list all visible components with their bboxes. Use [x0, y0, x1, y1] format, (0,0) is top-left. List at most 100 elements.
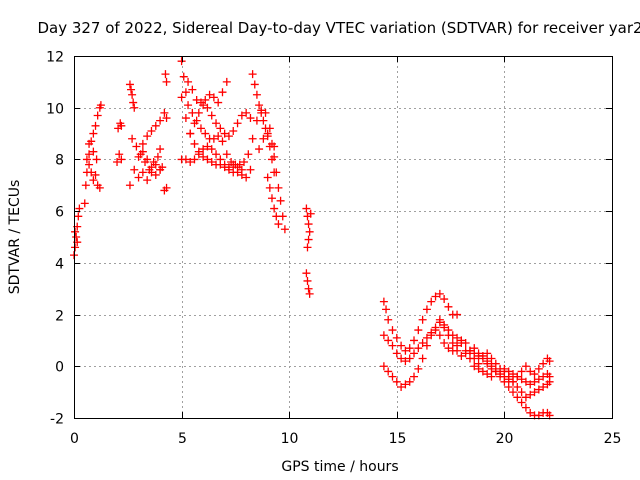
data-point [218, 137, 227, 146]
data-point [190, 119, 199, 128]
data-point [72, 233, 81, 241]
data-point [205, 90, 214, 99]
data-point [388, 326, 397, 335]
data-point [478, 367, 487, 376]
data-point [427, 297, 436, 306]
data-point [250, 80, 259, 89]
data-point [487, 372, 496, 381]
data-point [222, 150, 231, 159]
data-point [199, 101, 208, 110]
data-point [248, 134, 257, 143]
data-point [248, 70, 257, 79]
data-point [92, 155, 101, 164]
data-point [276, 196, 285, 205]
data-point [186, 158, 195, 167]
data-point [435, 289, 444, 298]
data-point [397, 382, 406, 391]
data-point [410, 372, 419, 381]
data-point [74, 212, 83, 221]
data-point [161, 70, 170, 79]
data-point [444, 331, 453, 340]
data-point [156, 116, 165, 125]
data-point [80, 199, 89, 208]
data-point [267, 194, 276, 203]
data-point [504, 367, 513, 376]
series-arc-20 [302, 269, 314, 298]
data-point [379, 331, 388, 340]
data-point [435, 315, 444, 324]
series-arc-8 [134, 165, 165, 185]
data-point [509, 370, 518, 379]
data-point [212, 150, 221, 159]
data-point [304, 220, 313, 229]
data-point [138, 168, 147, 177]
data-point [483, 349, 492, 358]
data-point [470, 344, 479, 353]
data-point [280, 225, 289, 234]
data-point [203, 103, 212, 112]
x-tick-label: 25 [604, 431, 622, 447]
data-point [214, 132, 223, 141]
data-point [545, 372, 554, 381]
data-point [521, 393, 530, 402]
data-point [81, 181, 90, 190]
data-points [70, 57, 554, 420]
data-point [530, 370, 539, 379]
data-point [194, 108, 203, 117]
data-point [82, 155, 91, 164]
series-arc-16 [248, 70, 279, 177]
data-point [85, 139, 94, 148]
data-point [93, 111, 102, 120]
data-point [203, 155, 212, 164]
data-point [143, 132, 152, 141]
data-point [95, 183, 104, 192]
data-point [209, 134, 218, 143]
data-point [270, 152, 279, 161]
data-point [127, 85, 136, 94]
data-point [274, 220, 283, 229]
data-point [513, 372, 522, 381]
data-point [89, 147, 98, 156]
data-point [431, 323, 440, 332]
data-point [504, 382, 513, 391]
data-point [188, 85, 197, 94]
data-point [181, 88, 190, 97]
data-point [305, 227, 314, 236]
data-point [177, 57, 186, 66]
data-point [384, 336, 393, 345]
x-tick-label: 20 [496, 431, 514, 447]
data-point [263, 129, 272, 138]
data-point [431, 292, 440, 301]
data-point [500, 364, 509, 373]
data-point [440, 339, 449, 348]
data-point [405, 377, 414, 386]
data-point [263, 173, 272, 182]
data-point [410, 349, 419, 358]
data-point [199, 152, 208, 161]
series-arc-2 [80, 101, 105, 208]
data-point [237, 111, 246, 120]
data-point [384, 315, 393, 324]
data-point [115, 150, 124, 159]
data-point [534, 385, 543, 394]
series-arc-23 [379, 318, 496, 391]
data-point [149, 158, 158, 167]
data-point [91, 170, 100, 179]
data-point [201, 129, 210, 138]
data-point [201, 95, 210, 104]
data-point [138, 139, 147, 148]
data-point [448, 339, 457, 348]
data-point [151, 121, 160, 130]
data-point [483, 357, 492, 366]
y-axis-label: SDTVAR / TECUs [7, 180, 23, 295]
data-point [242, 108, 251, 117]
data-point [244, 150, 253, 159]
data-point [513, 393, 522, 402]
data-point [534, 375, 543, 384]
data-point [91, 121, 100, 130]
x-tick-label: 10 [281, 431, 299, 447]
data-point [521, 403, 530, 412]
data-point [267, 139, 276, 148]
data-point [517, 398, 526, 407]
data-point [418, 354, 427, 363]
